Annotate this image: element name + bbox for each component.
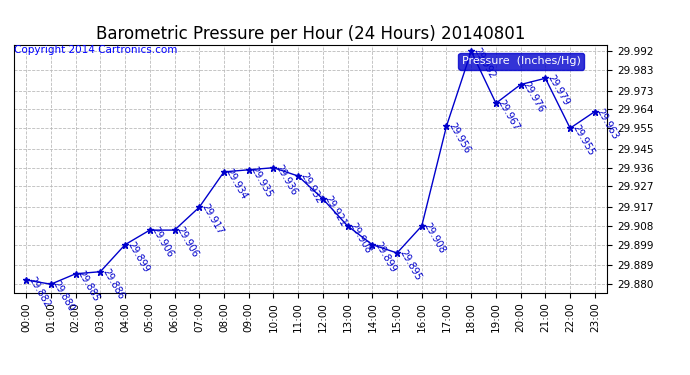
Legend: Pressure  (Inches/Hg): Pressure (Inches/Hg) [458, 53, 584, 70]
Text: 29.992: 29.992 [471, 46, 497, 81]
Text: 29.979: 29.979 [545, 73, 571, 108]
Text: 29.934: 29.934 [224, 167, 250, 201]
Text: 29.963: 29.963 [595, 106, 620, 141]
Text: 29.917: 29.917 [199, 202, 225, 237]
Text: 29.955: 29.955 [570, 123, 595, 158]
Text: 29.899: 29.899 [125, 240, 150, 274]
Text: 29.885: 29.885 [76, 269, 101, 303]
Text: 29.935: 29.935 [248, 165, 275, 199]
Text: 29.921: 29.921 [323, 194, 348, 228]
Text: 29.932: 29.932 [298, 171, 324, 206]
Text: 29.908: 29.908 [348, 221, 373, 255]
Text: 29.886: 29.886 [100, 267, 126, 301]
Text: Copyright 2014 Cartronics.com: Copyright 2014 Cartronics.com [14, 45, 177, 55]
Text: 29.906: 29.906 [150, 225, 175, 260]
Text: 29.936: 29.936 [273, 163, 299, 197]
Text: 29.956: 29.956 [446, 121, 472, 156]
Text: 29.967: 29.967 [496, 98, 522, 133]
Text: 29.976: 29.976 [521, 80, 546, 114]
Text: 29.906: 29.906 [175, 225, 200, 260]
Text: 29.908: 29.908 [422, 221, 447, 255]
Title: Barometric Pressure per Hour (24 Hours) 20140801: Barometric Pressure per Hour (24 Hours) … [96, 26, 525, 44]
Text: 29.882: 29.882 [26, 275, 52, 309]
Text: 29.899: 29.899 [373, 240, 398, 274]
Text: 29.895: 29.895 [397, 248, 423, 282]
Text: 29.880: 29.880 [51, 279, 77, 314]
